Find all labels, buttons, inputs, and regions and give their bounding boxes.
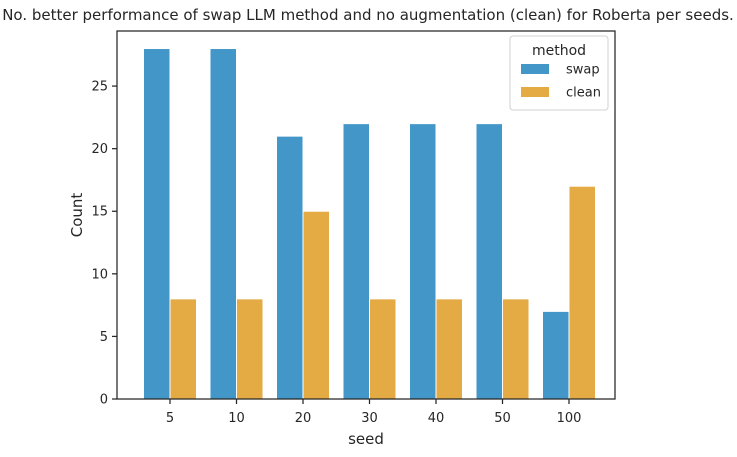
y-tick-label: 20	[91, 142, 108, 157]
bar-clean-100	[568, 185, 596, 400]
y-tick-label: 25	[91, 80, 108, 95]
legend-label-clean: clean	[566, 86, 601, 101]
x-tick-label: 20	[295, 411, 312, 426]
bar-swap-100	[542, 310, 570, 400]
y-tick-label: 15	[91, 205, 108, 220]
y-axis: 0 5 10 15 20 25	[91, 80, 117, 408]
bars-layer	[143, 48, 596, 400]
bar-clean-20	[302, 210, 330, 400]
legend-swatch-swap	[521, 64, 549, 74]
legend-swatch-clean	[521, 87, 549, 97]
y-tick-label: 10	[91, 267, 108, 282]
bar-clean-5	[169, 298, 197, 400]
y-tick-label: 0	[100, 393, 108, 408]
bar-clean-50	[502, 298, 530, 400]
x-axis: 5 10 20 30 40 50 100	[166, 399, 582, 426]
bar-swap-20	[276, 135, 304, 400]
bar-clean-40	[435, 298, 463, 400]
bar-clean-30	[369, 298, 397, 400]
y-tick-label: 5	[100, 330, 108, 345]
plot-frame	[116, 30, 616, 400]
y-axis-label: Count	[68, 193, 86, 238]
bar-swap-40	[409, 123, 437, 400]
x-axis-label: seed	[348, 430, 384, 448]
chart-title: No. better performance of swap LLM metho…	[2, 6, 734, 24]
bar-swap-10	[209, 48, 237, 400]
legend-title: method	[532, 43, 586, 59]
legend-label-swap: swap	[566, 63, 600, 78]
bar-swap-5	[143, 48, 171, 400]
bar-clean-10	[236, 298, 264, 400]
bar-swap-50	[475, 123, 503, 400]
x-tick-label: 5	[166, 411, 174, 426]
x-tick-label: 50	[494, 411, 511, 426]
x-tick-label: 100	[557, 411, 582, 426]
x-tick-label: 10	[228, 411, 245, 426]
bar-swap-30	[342, 123, 370, 400]
x-tick-label: 40	[428, 411, 445, 426]
legend: method swap clean	[509, 35, 609, 111]
x-tick-label: 30	[361, 411, 378, 426]
